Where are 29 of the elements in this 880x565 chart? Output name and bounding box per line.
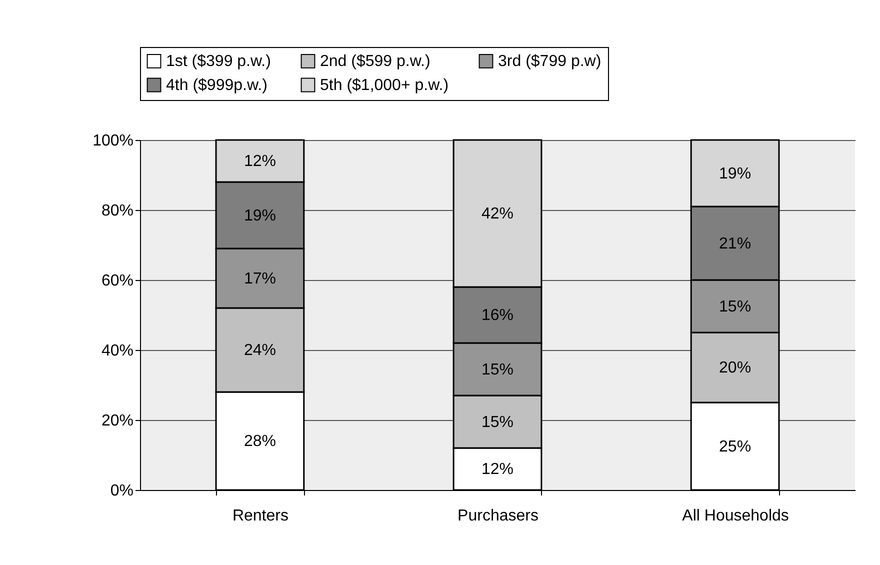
y-tick-label: 80% xyxy=(101,202,134,220)
data-label: 15% xyxy=(719,298,752,316)
data-label: 15% xyxy=(481,361,514,378)
data-label: 20% xyxy=(719,360,752,376)
y-tick-label: 100% xyxy=(92,132,134,150)
y-tick-label: 40% xyxy=(101,342,134,360)
data-label: 24% xyxy=(244,342,276,359)
y-tick-label: 20% xyxy=(101,412,134,430)
data-label: 12% xyxy=(244,153,276,170)
y-tick-label: 0% xyxy=(110,482,134,500)
data-label: 25% xyxy=(719,438,752,456)
y-tick-label: 60% xyxy=(101,272,134,290)
data-label: 12% xyxy=(481,461,514,478)
data-label: 28% xyxy=(244,433,276,450)
legend-label: 3rd ($799 p.w) xyxy=(498,53,602,70)
data-label: 19% xyxy=(719,165,752,182)
data-label: 17% xyxy=(244,270,276,288)
legend-label: 4th ($999p.w.) xyxy=(166,77,268,94)
data-label: 21% xyxy=(719,235,752,252)
data-label: 15% xyxy=(481,414,514,431)
data-label: 19% xyxy=(244,207,276,224)
data-label: 16% xyxy=(481,307,514,324)
legend-label: 1st ($399 p.w.) xyxy=(166,53,271,70)
x-tick-label: Purchasers xyxy=(458,508,538,524)
x-tick-label: Renters xyxy=(232,508,288,524)
data-label: 42% xyxy=(481,206,514,222)
legend-label: 5th ($1,000+ p.w.) xyxy=(320,77,449,94)
legend-label: 2nd ($599 p.w.) xyxy=(320,53,430,70)
x-tick-label: All Households xyxy=(682,508,789,524)
